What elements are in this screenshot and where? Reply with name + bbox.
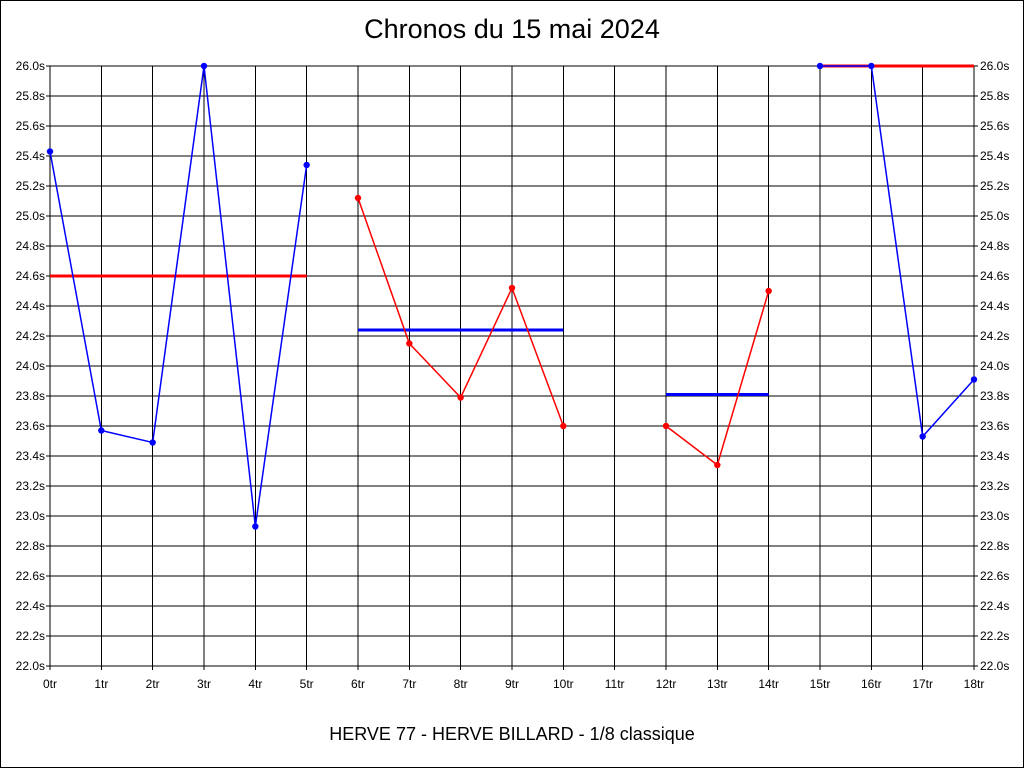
y-tick-label-right: 24.8s: [980, 239, 1009, 253]
y-tick-label-right: 24.6s: [980, 269, 1009, 283]
series-line: [49, 65, 308, 527]
series-layer: [46, 62, 978, 530]
x-tick-label: 17tr: [912, 677, 933, 691]
y-tick-label-right: 26.0s: [980, 59, 1009, 73]
y-tick-label-right: 24.2s: [980, 329, 1009, 343]
y-tick-label-right: 24.0s: [980, 359, 1009, 373]
data-point: [816, 62, 824, 70]
x-tick-label: 0tr: [43, 677, 57, 691]
y-tick-label-left: 23.2s: [16, 479, 45, 493]
x-tick-label: 12tr: [656, 677, 677, 691]
y-tick-label-right: 22.2s: [980, 629, 1009, 643]
y-tick-label-right: 25.8s: [980, 89, 1009, 103]
x-tick-label: 2tr: [146, 677, 160, 691]
y-tick-label-left: 24.4s: [16, 299, 45, 313]
x-tick-label: 5tr: [300, 677, 314, 691]
y-tick-label-left: 24.0s: [16, 359, 45, 373]
x-tick-label: 8tr: [454, 677, 468, 691]
y-tick-label-right: 23.2s: [980, 479, 1009, 493]
y-tick-label-right: 25.2s: [980, 179, 1009, 193]
x-tick-label: 3tr: [197, 677, 211, 691]
y-tick-label-right: 22.0s: [980, 659, 1009, 673]
data-point: [354, 194, 362, 202]
y-tick-label-right: 24.4s: [980, 299, 1009, 313]
y-tick-label-left: 24.8s: [16, 239, 45, 253]
y-tick-label-left: 24.2s: [16, 329, 45, 343]
data-point: [868, 62, 875, 70]
x-tick-label: 15tr: [810, 677, 831, 691]
y-tick-label-right: 22.8s: [980, 539, 1009, 553]
x-tick-label: 7tr: [402, 677, 416, 691]
grid-layer: [46, 65, 978, 670]
y-tick-label-left: 25.0s: [16, 209, 45, 223]
y-tick-label-right: 25.6s: [980, 119, 1009, 133]
plot-border: [49, 65, 975, 667]
x-tick-label: 1tr: [94, 677, 108, 691]
y-tick-label-right: 25.0s: [980, 209, 1009, 223]
y-tick-label-left: 25.4s: [16, 149, 45, 163]
data-point: [98, 427, 105, 434]
y-tick-label-right: 22.4s: [980, 599, 1009, 613]
y-tick-label-right: 23.8s: [980, 389, 1009, 403]
data-point: [303, 161, 310, 169]
y-tick-label-left: 25.2s: [16, 179, 45, 193]
y-tick-label-left: 25.8s: [16, 89, 45, 103]
x-tick-label: 18tr: [964, 677, 985, 691]
series-line: [820, 65, 975, 439]
x-tick-label: 9tr: [505, 677, 519, 691]
y-tick-label-right: 25.4s: [980, 149, 1009, 163]
y-tick-label-left: 24.6s: [16, 269, 45, 283]
y-tick-label-left: 22.8s: [16, 539, 45, 553]
chart-title: Chronos du 15 mai 2024: [364, 14, 660, 44]
average-lines: [50, 64, 974, 396]
y-tick-label-right: 23.0s: [980, 509, 1009, 523]
data-point: [46, 148, 54, 155]
x-tick-label: 11tr: [605, 677, 625, 691]
x-tick-label: 16tr: [861, 677, 882, 691]
x-tick-label: 14tr: [758, 677, 779, 691]
data-point: [970, 376, 978, 383]
chart-subtitle: HERVE 77 - HERVE BILLARD - 1/8 classique: [329, 724, 695, 744]
y-tick-label-left: 22.0s: [16, 659, 45, 673]
y-tick-label-left: 23.6s: [16, 419, 45, 433]
data-point: [406, 340, 413, 347]
data-point: [662, 422, 670, 430]
data-point: [765, 287, 772, 295]
y-tick-label-right: 23.4s: [980, 449, 1009, 463]
data-point: [457, 394, 464, 401]
data-point: [252, 523, 259, 530]
y-tick-label-right: 23.6s: [980, 419, 1009, 433]
data-point: [200, 62, 208, 70]
y-tick-label-left: 23.8s: [16, 389, 45, 403]
data-point: [560, 422, 567, 430]
x-tick-label: 13tr: [707, 677, 728, 691]
data-point: [714, 461, 721, 469]
data-point: [508, 284, 516, 292]
y-tick-label-left: 22.4s: [16, 599, 45, 613]
data-point: [149, 439, 156, 446]
x-tick-label: 4tr: [248, 677, 262, 691]
x-tick-label: 10tr: [553, 677, 574, 691]
y-tick-label-left: 23.0s: [16, 509, 45, 523]
y-tick-label-left: 23.4s: [16, 449, 45, 463]
tick-labels: 22.0s 22.0s 22.2s 22.2s 22.4s 22.4s 22.6s 22.6s…: [16, 59, 1010, 691]
y-tick-label-right: 22.6s: [980, 569, 1009, 583]
y-tick-label-left: 25.6s: [16, 119, 45, 133]
y-tick-label-left: 26.0s: [16, 59, 45, 73]
data-point: [919, 433, 926, 440]
y-tick-label-left: 22.2s: [16, 629, 45, 643]
x-tick-label: 6tr: [351, 677, 365, 691]
y-tick-label-left: 22.6s: [16, 569, 45, 583]
